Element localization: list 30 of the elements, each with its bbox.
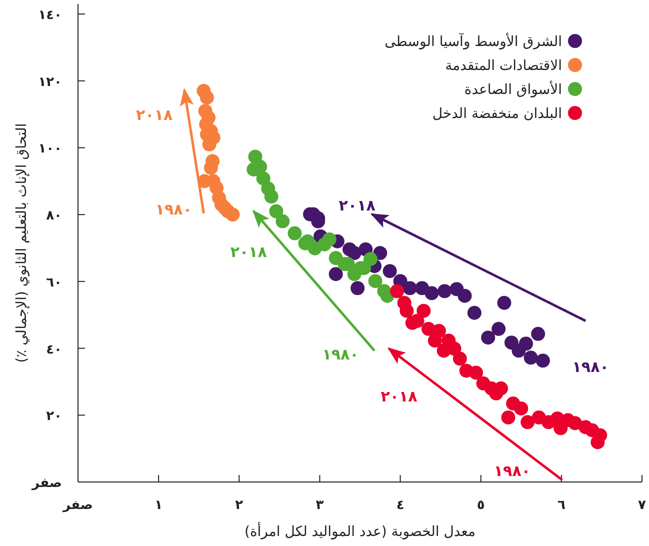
legend-label: الأسواق الصاعدة <box>464 80 562 98</box>
x-tick-label: ٥ <box>476 498 485 513</box>
x-axis-title: معدل الخصوبة (عدد المواليد لكل امرأة) <box>244 522 476 540</box>
y-tick-label: ٦٠ <box>46 275 62 290</box>
x-tick-label: ٦ <box>557 498 566 513</box>
x-tick-label: صفر <box>62 498 94 513</box>
y-tick-label: ٨٠ <box>46 208 62 224</box>
x-tick-label: ٤ <box>396 498 404 513</box>
x-tick-label: ٣ <box>316 498 324 513</box>
y-tick-label: ١٢٠ <box>38 74 62 90</box>
annotation: ١٩٨٠ <box>155 200 192 218</box>
y-tick-label: ١٠٠ <box>38 142 62 157</box>
annotation: ١٩٨٠ <box>322 346 359 364</box>
legend-label: الشرق الأوسط وآسيا الوسطى <box>384 32 562 50</box>
annotation: ٢٠١٨ <box>230 243 267 262</box>
legend-label: البلدان منخفضة الدخل <box>432 106 562 122</box>
y-tick-label: ٤٠ <box>46 342 62 358</box>
y-axis-title: التحاق الإناث بالتعليم الثانوي (الإجمالي ٪) <box>14 123 30 363</box>
x-tick-label: ١ <box>154 498 163 513</box>
y-tick-label: صفر <box>30 476 62 491</box>
annotation: ١٩٨٠ <box>494 462 531 480</box>
x-tick-label: ٢ <box>235 498 244 513</box>
annotation: ٢٠١٨ <box>338 196 376 214</box>
annotation: ١٩٨٠ <box>572 358 609 376</box>
legend-label: الاقتصادات المتقدمة <box>445 58 562 74</box>
annotation: ٢٠١٨ <box>136 106 173 124</box>
y-tick-label: ١٤٠ <box>38 8 62 24</box>
annotation: ٢٠١٨ <box>380 388 418 406</box>
y-tick-label: ٢٠ <box>46 409 62 424</box>
x-tick-label: ٧ <box>638 498 646 513</box>
